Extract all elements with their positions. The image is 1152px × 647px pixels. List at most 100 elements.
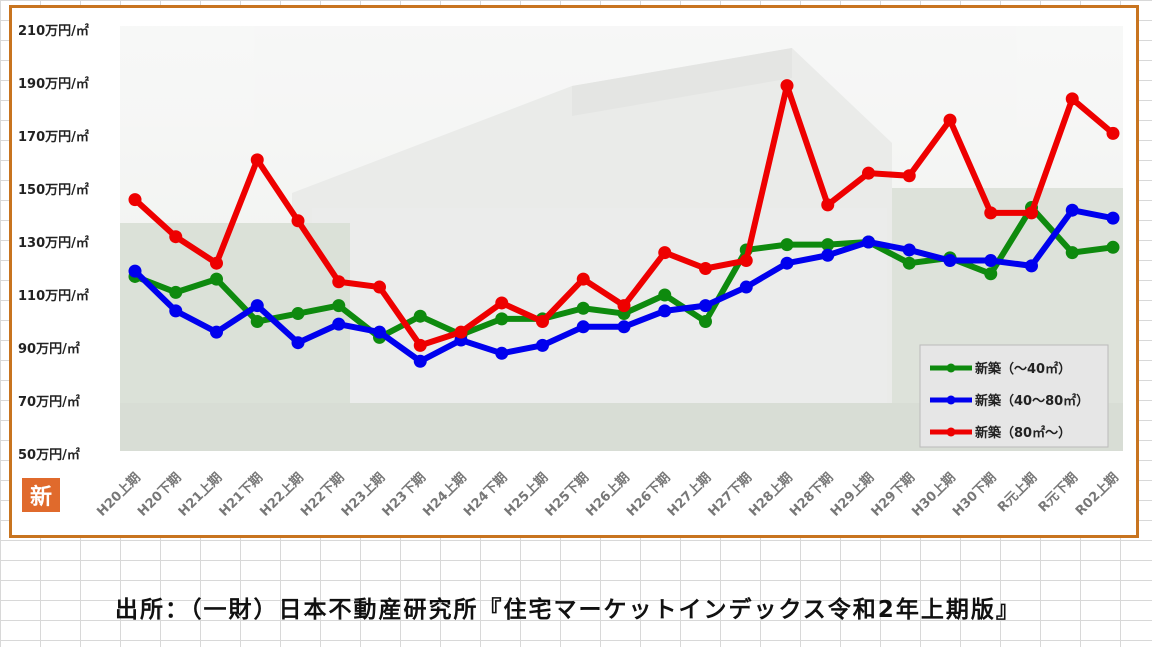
source-note: 出所：（一財）日本不動産研究所『住宅マーケットインデックス令和2年上期版』	[115, 597, 1021, 623]
x-tick-label: H29上期	[828, 470, 877, 519]
data-point	[617, 320, 631, 334]
x-tick-label: H28下期	[787, 470, 836, 519]
data-point	[617, 299, 631, 313]
data-point	[250, 299, 264, 313]
data-point	[576, 320, 590, 334]
y-tick-label: 150万円/㎡	[18, 182, 89, 198]
data-point	[576, 301, 590, 315]
data-point	[984, 267, 998, 281]
data-point	[780, 256, 794, 270]
data-point	[780, 79, 794, 93]
data-point	[413, 309, 427, 323]
data-point	[291, 307, 305, 321]
data-point	[291, 214, 305, 228]
data-point	[780, 238, 794, 252]
new-badge: 新	[22, 478, 60, 512]
x-tick-label: H26上期	[583, 470, 632, 519]
data-point	[1106, 211, 1120, 225]
data-point	[210, 256, 223, 270]
data-point	[169, 304, 183, 318]
x-tick-label: H21下期	[217, 470, 266, 519]
data-point	[128, 264, 142, 278]
x-tick-label: H21上期	[176, 470, 225, 519]
data-point	[821, 238, 835, 252]
data-point	[495, 312, 509, 326]
data-point	[332, 299, 346, 313]
data-point	[576, 272, 590, 286]
legend-label: 新築（80㎡～）	[975, 425, 1071, 441]
data-point	[373, 280, 386, 294]
line-chart: 50万円/㎡ 70万円/㎡ 90万円/㎡ 110万円/㎡ 130万円/㎡ 150万円/㎡ 1…	[18, 23, 1123, 520]
x-tick-label: H27下期	[706, 470, 755, 519]
data-point	[536, 315, 549, 328]
y-tick-label: 110万円/㎡	[18, 288, 89, 304]
data-point	[1025, 206, 1038, 220]
data-point	[902, 169, 916, 183]
y-tick-label: 70万円/㎡	[18, 394, 80, 410]
x-tick-label: H27上期	[665, 470, 714, 519]
data-point	[250, 153, 264, 167]
data-point	[984, 254, 998, 268]
x-tick-label: R元上期	[995, 470, 1040, 515]
x-tick-label: H22上期	[257, 470, 306, 519]
legend: 新築（～40㎡） 新築（40～80㎡） 新築（80㎡～）	[919, 344, 1109, 448]
y-tick-label: 190万円/㎡	[18, 76, 89, 92]
data-point	[1065, 246, 1079, 260]
data-point	[739, 254, 753, 268]
data-point	[210, 272, 223, 286]
data-point	[658, 246, 672, 260]
data-point	[739, 280, 753, 294]
data-point	[332, 275, 346, 289]
badge-text: 新	[30, 484, 52, 510]
data-point	[413, 354, 427, 368]
data-point	[332, 317, 346, 331]
data-point	[1065, 203, 1079, 217]
data-point	[250, 315, 264, 328]
x-tick-label: H25上期	[502, 470, 551, 519]
y-tick-label: 50万円/㎡	[18, 447, 80, 463]
x-tick-label: H28上期	[746, 470, 795, 519]
data-point	[128, 193, 142, 207]
data-point	[821, 248, 835, 262]
data-point	[943, 113, 957, 127]
data-point	[699, 299, 712, 313]
x-tick-label: H26下期	[624, 470, 673, 519]
data-point	[1106, 240, 1120, 254]
data-point	[699, 315, 712, 328]
data-point	[169, 285, 183, 299]
legend-swatch-marker	[946, 363, 956, 373]
x-tick-label: H30下期	[950, 470, 999, 519]
data-point	[536, 338, 549, 352]
data-point	[291, 336, 305, 350]
series-2	[128, 203, 1120, 368]
data-point	[699, 262, 712, 275]
data-point	[1025, 259, 1038, 273]
data-point	[413, 338, 427, 352]
data-point	[169, 230, 183, 244]
y-tick-label: 210万円/㎡	[18, 23, 89, 39]
data-point	[454, 325, 468, 339]
data-point	[902, 256, 916, 270]
x-tick-label: H23上期	[339, 470, 388, 519]
data-point	[495, 296, 509, 310]
data-point	[984, 206, 998, 220]
x-tick-label: H25下期	[543, 470, 592, 519]
y-tick-label: 170万円/㎡	[18, 129, 89, 145]
legend-swatch-marker	[946, 395, 956, 405]
legend-label: 新築（～40㎡）	[975, 361, 1071, 377]
x-tick-label: H30上期	[909, 470, 958, 519]
y-tick-label: 130万円/㎡	[18, 235, 89, 251]
x-tick-label: H24下期	[461, 470, 510, 519]
data-point	[862, 166, 875, 180]
data-point	[1065, 92, 1079, 106]
series-layer	[128, 79, 1120, 368]
data-point	[373, 325, 386, 339]
data-point	[658, 288, 672, 302]
data-point	[902, 243, 916, 257]
x-tick-label: H20上期	[94, 470, 143, 519]
x-tick-label: H23下期	[380, 470, 429, 519]
data-point	[210, 325, 223, 339]
legend-label: 新築（40～80㎡）	[975, 393, 1089, 409]
data-point	[821, 198, 835, 212]
y-tick-label: 90万円/㎡	[18, 341, 80, 357]
